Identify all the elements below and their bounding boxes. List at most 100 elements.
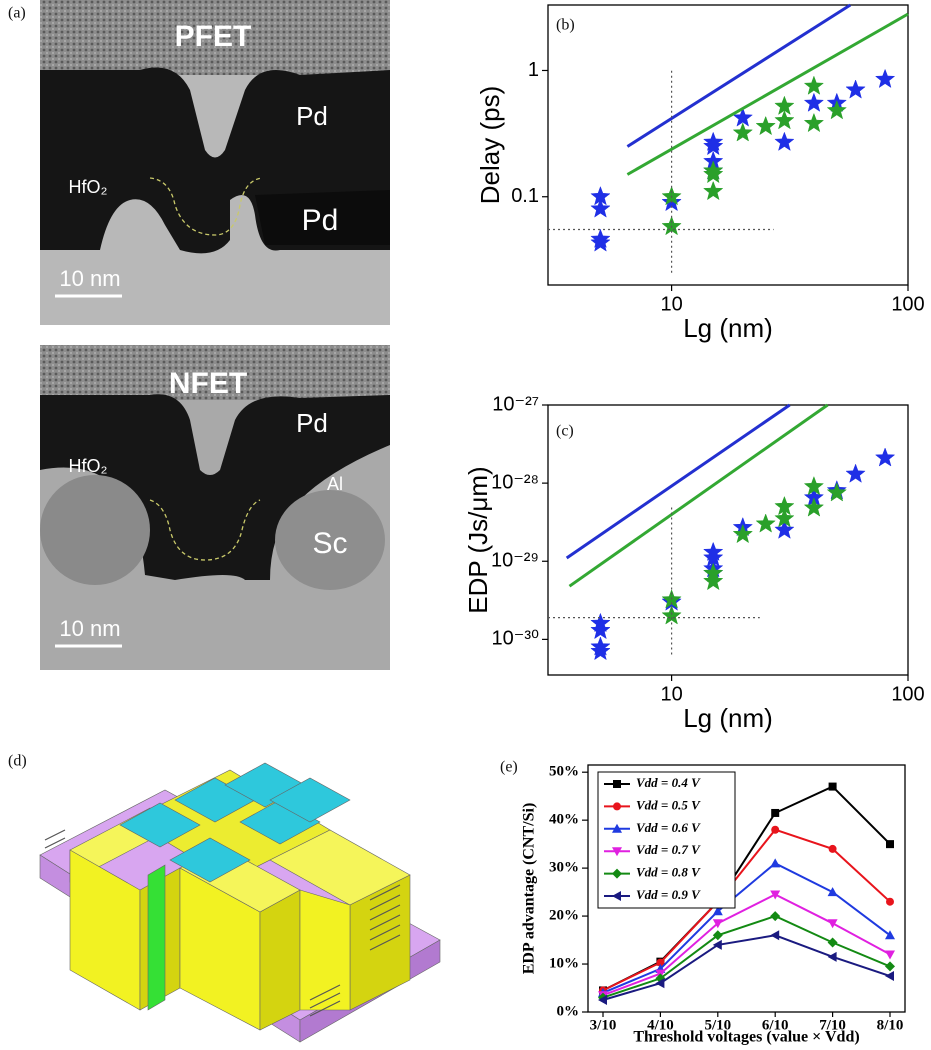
- star-point: [874, 68, 896, 89]
- star-point: [732, 107, 753, 127]
- point-marker: [655, 978, 665, 989]
- legend-marker: [612, 868, 622, 879]
- point-marker: [827, 951, 837, 962]
- panel-label: (d): [8, 753, 27, 770]
- chart: 0% 10% 20% 30% 40% 50% 3/10 4/10 5/10 6/10 7/10 8/1…: [521, 764, 906, 1046]
- point-marker: [885, 950, 895, 960]
- star-point: [803, 92, 825, 112]
- y-tick-label: 10⁻²⁹: [491, 550, 539, 572]
- star-point: [703, 135, 724, 156]
- star-point: [703, 180, 724, 201]
- point-marker: [828, 844, 837, 853]
- x-tick-label: 100: [891, 293, 924, 315]
- star-point: [826, 482, 847, 502]
- series-line: [602, 893, 891, 997]
- legend-label: Vdd = 0.7 V: [636, 842, 701, 857]
- legend-box: [597, 771, 736, 909]
- point-marker: [712, 906, 723, 916]
- trend-line: [568, 403, 829, 588]
- x-tick-label: 3/10: [590, 1017, 617, 1033]
- tem-label: Pd: [296, 101, 328, 131]
- point-marker: [598, 995, 607, 1006]
- point-marker: [770, 911, 781, 922]
- star-point: [774, 131, 795, 151]
- x-axis-label: Lg (nm): [683, 703, 773, 733]
- legend-label: Vdd = 0.9 V: [636, 887, 701, 902]
- y-tick-label: 50%: [549, 764, 579, 780]
- y-axis-label: Delay (ps): [475, 86, 505, 204]
- legend-label: Vdd = 0.4 V: [636, 775, 701, 790]
- y-tick-label: 10%: [549, 955, 579, 971]
- scale-label: 10 nm: [59, 616, 120, 641]
- legend-marker: [613, 802, 621, 811]
- star-point: [774, 519, 795, 539]
- series-line: [602, 862, 891, 994]
- point-marker: [885, 971, 894, 982]
- series-line: [602, 915, 891, 999]
- point-marker: [885, 961, 895, 972]
- chart: 0.1 1 10 100 Lg (nm) Delay (ps): [475, 3, 925, 343]
- chart: 10⁻³⁰ 10⁻²⁹ 10⁻²⁸ 10⁻²⁷ 10 100 Lg (nm) EDP (Js/…: [463, 393, 925, 733]
- point-marker: [770, 890, 781, 900]
- x-axis-label: Lg (nm): [683, 313, 773, 343]
- y-tick-label: 20%: [549, 908, 579, 924]
- point-marker: [656, 958, 665, 967]
- x-tick-label: 10: [660, 293, 682, 315]
- x-tick-label: 100: [891, 683, 924, 705]
- star-point: [755, 513, 776, 533]
- y-tick-label: 40%: [549, 812, 579, 828]
- legend-marker: [612, 891, 621, 901]
- x-tick-label: 5/10: [704, 1017, 731, 1033]
- point-marker: [886, 840, 894, 849]
- y-axis-label: EDP (Js/μm): [463, 466, 493, 613]
- series-line: [602, 934, 891, 1001]
- panel-label: (b): [556, 17, 575, 34]
- tem-label: Sc: [312, 527, 347, 560]
- y-axis-label: EDP advantage (CNT/Si): [521, 803, 538, 975]
- x-tick-label: 6/10: [762, 1017, 789, 1033]
- y-tick-label: 0.1: [511, 185, 539, 207]
- star-point: [774, 109, 795, 130]
- point-marker: [712, 939, 722, 950]
- plot-frame: [547, 404, 909, 676]
- y-tick-label: 10⁻²⁸: [491, 471, 539, 493]
- tem-label: HfO₂: [69, 456, 108, 476]
- star-point: [826, 99, 847, 120]
- star-point: [774, 507, 795, 528]
- x-tick-label: 4/10: [647, 1017, 674, 1033]
- panel-label: (e): [500, 759, 518, 776]
- star-point: [703, 570, 724, 591]
- legend-label: Vdd = 0.6 V: [636, 820, 701, 835]
- legend-label: Vdd = 0.5 V: [636, 797, 701, 812]
- x-axis-label: Threshold voltages (value × Vdd): [633, 1029, 859, 1046]
- star-point: [803, 475, 825, 496]
- star-point: [755, 115, 776, 136]
- legend-label: Vdd = 0.8 V: [636, 865, 701, 880]
- x-tick-label: 8/10: [877, 1017, 904, 1033]
- device-3d: [39, 762, 441, 1043]
- legend-marker: [613, 780, 621, 788]
- star-point: [845, 463, 866, 483]
- tem-title: NFET: [169, 367, 247, 400]
- plot-frame: [547, 4, 909, 286]
- legend-marker: [612, 847, 622, 857]
- trend-line: [626, 12, 909, 176]
- tem-label: HfO₂: [69, 177, 108, 197]
- scale-label: 10 nm: [59, 266, 120, 291]
- y-tick-label: 10⁻²⁷: [492, 393, 539, 415]
- tem-label: Al: [327, 474, 343, 494]
- point-marker: [771, 825, 780, 834]
- point-marker: [712, 930, 723, 941]
- star-point: [661, 605, 682, 625]
- point-marker: [770, 858, 781, 868]
- point-marker: [770, 930, 780, 941]
- point-marker: [712, 919, 723, 929]
- y-tick-label: 30%: [549, 860, 579, 876]
- y-tick-label: 0%: [557, 1003, 580, 1019]
- panel-label: (a): [8, 5, 26, 22]
- tem-title: PFET: [175, 20, 252, 53]
- point-marker: [885, 930, 895, 940]
- point-marker: [771, 808, 780, 817]
- point-marker: [827, 887, 838, 897]
